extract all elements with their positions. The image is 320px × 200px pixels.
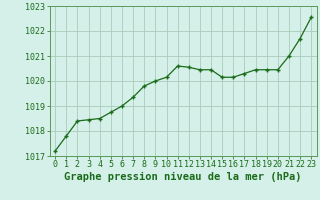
X-axis label: Graphe pression niveau de la mer (hPa): Graphe pression niveau de la mer (hPa) [64,172,302,182]
